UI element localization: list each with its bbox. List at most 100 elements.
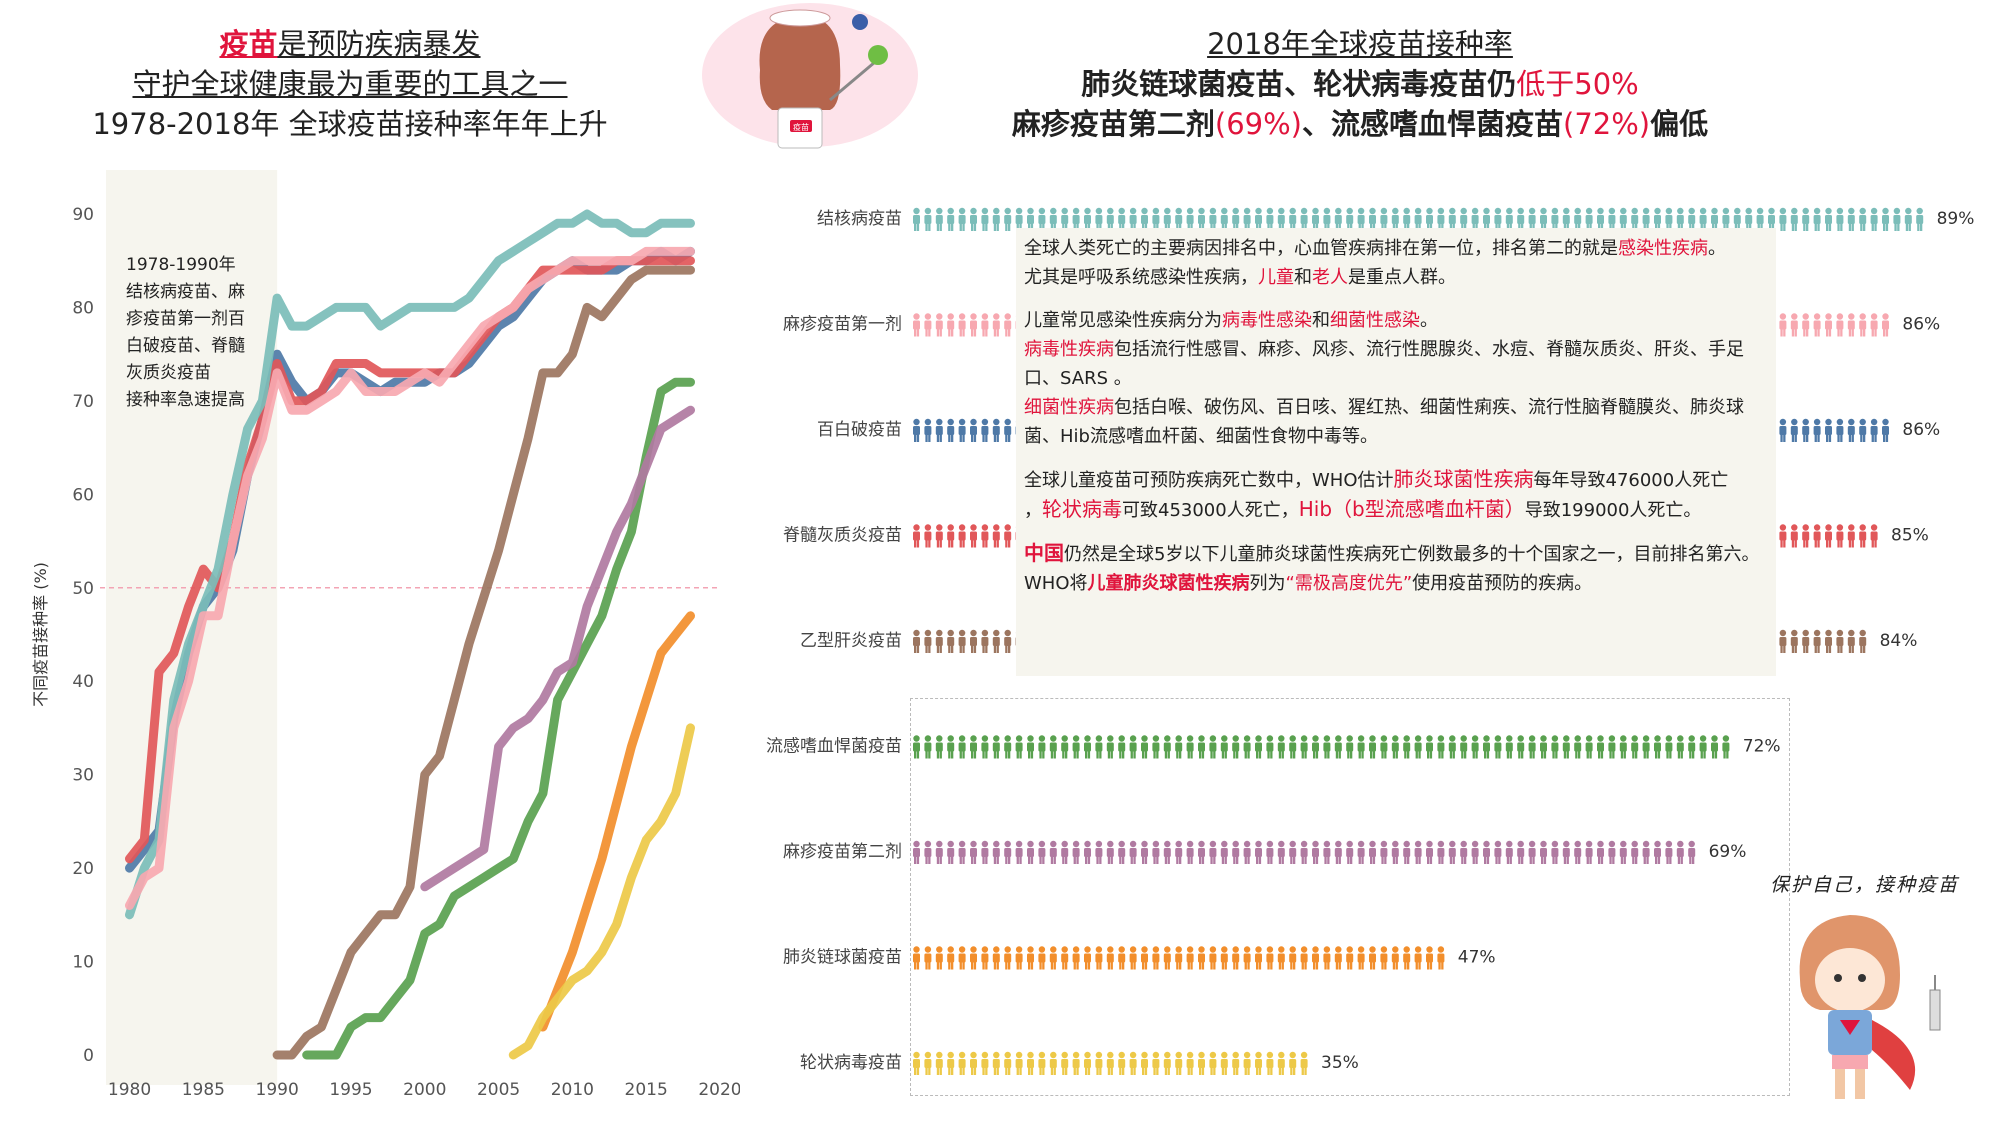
person-icon-leg	[962, 328, 965, 337]
person-icon-leg	[1655, 750, 1658, 759]
person-icon-body	[970, 426, 977, 435]
person-icon-leg	[1187, 961, 1190, 970]
person-icon-leg	[973, 1067, 977, 1075]
person-icon-leg	[1224, 750, 1227, 759]
person-icon-body	[1790, 320, 1798, 330]
person-icon-leg	[1885, 223, 1889, 231]
person-icon	[1129, 735, 1137, 742]
person-icon-leg	[916, 856, 920, 864]
person-icon	[1004, 735, 1011, 742]
person-icon-body	[1300, 215, 1308, 224]
bar-value-label: 86%	[1902, 420, 1940, 440]
person-icon-leg	[1427, 223, 1430, 231]
bar-category-label: 脊髓灰质炎疫苗	[783, 526, 902, 546]
person-icon-leg	[996, 328, 999, 337]
person-icon-body	[1152, 742, 1160, 752]
person-icon-leg	[1244, 856, 1247, 864]
person-icon-leg	[1142, 961, 1145, 970]
person-icon-leg	[1062, 1067, 1065, 1075]
person-icon-leg	[936, 1067, 940, 1075]
person-icon-body	[1015, 953, 1023, 963]
person-icon-leg	[1532, 856, 1535, 864]
person-icon-leg	[1099, 750, 1102, 759]
person-icon	[993, 840, 1000, 848]
person-icon-leg	[1122, 1067, 1125, 1075]
person-icon-leg	[1073, 223, 1076, 231]
person-icon-leg	[1840, 434, 1843, 442]
person-icon-leg	[1053, 750, 1056, 759]
person-icon-body	[1528, 742, 1536, 752]
person-icon-body	[1711, 215, 1718, 224]
person-icon-leg	[925, 328, 928, 337]
person-icon	[970, 1051, 977, 1059]
person-icon-body	[981, 637, 989, 646]
person-icon-leg	[1543, 750, 1547, 759]
person-icon-leg	[1256, 856, 1259, 864]
person-icon-leg	[1680, 750, 1683, 759]
person-icon	[1870, 313, 1878, 320]
person-icon-leg	[1199, 750, 1202, 759]
person-icon-leg	[1851, 328, 1854, 337]
person-icon	[1357, 840, 1365, 848]
person-icon-body	[1562, 742, 1570, 752]
person-icon-body	[1266, 215, 1274, 224]
person-icon-leg	[948, 750, 951, 759]
person-icon-leg	[1771, 223, 1775, 231]
person-icon	[1870, 418, 1878, 426]
person-icon-leg	[1338, 750, 1341, 759]
person-icon-leg	[1247, 223, 1250, 231]
person-icon-leg	[1315, 856, 1319, 864]
person-icon-leg	[1028, 961, 1031, 970]
person-icon-leg	[1233, 750, 1236, 759]
person-icon-leg	[1863, 645, 1866, 653]
person-icon-leg	[1404, 750, 1407, 759]
right-title-line3-a: 麻疹疫苗第二剂	[1011, 107, 1215, 141]
person-icon-leg	[1030, 856, 1034, 864]
person-icon	[1665, 840, 1673, 848]
person-icon-leg	[1313, 961, 1316, 970]
person-icon-leg	[1019, 856, 1022, 864]
person-icon	[1540, 207, 1547, 215]
person-icon	[1813, 313, 1821, 320]
person-icon-body	[1129, 1059, 1137, 1068]
x-tick-label: 1990	[256, 1080, 299, 1100]
person-icon-leg	[1350, 223, 1353, 231]
person-icon	[1506, 840, 1513, 848]
person-icon-leg	[1087, 961, 1091, 970]
person-icon	[1015, 1051, 1023, 1059]
person-icon-body	[1163, 848, 1171, 857]
person-icon-leg	[1187, 856, 1190, 864]
syringe-icon	[1929, 975, 1941, 1031]
person-icon-body	[947, 320, 955, 330]
person-icon-leg	[959, 750, 962, 759]
person-icon-body	[1209, 953, 1217, 963]
person-icon-body	[913, 637, 920, 646]
person-icon	[958, 418, 966, 426]
person-icon-leg	[1210, 750, 1213, 759]
person-icon-leg	[1358, 223, 1361, 231]
person-icon	[1186, 207, 1194, 215]
person-icon-body	[1448, 742, 1456, 752]
person-icon-leg	[1828, 539, 1832, 548]
y-tick-label: 0	[83, 1046, 94, 1066]
person-icon-leg	[996, 750, 999, 759]
person-icon	[1198, 207, 1205, 215]
person-icon	[1517, 840, 1524, 848]
y-tick-label: 40	[72, 672, 94, 692]
person-icon-leg	[1256, 961, 1259, 970]
person-icon	[1289, 207, 1296, 215]
person-icon-leg	[1806, 434, 1809, 442]
person-icon-body	[1699, 742, 1707, 752]
person-icon-leg	[1395, 856, 1398, 864]
person-icon-leg	[1221, 223, 1225, 231]
person-icon-body	[1141, 1059, 1148, 1068]
person-icon-leg	[951, 434, 954, 442]
person-icon-leg	[1407, 856, 1410, 864]
person-icon-body	[1095, 215, 1103, 224]
person-icon-body	[924, 953, 932, 963]
bar-category-label: 肺炎链球菌疫苗	[783, 948, 902, 968]
person-icon-leg	[1221, 961, 1225, 970]
person-icon-leg	[1176, 750, 1179, 759]
person-icon	[947, 735, 954, 742]
person-icon-body	[1380, 848, 1388, 857]
